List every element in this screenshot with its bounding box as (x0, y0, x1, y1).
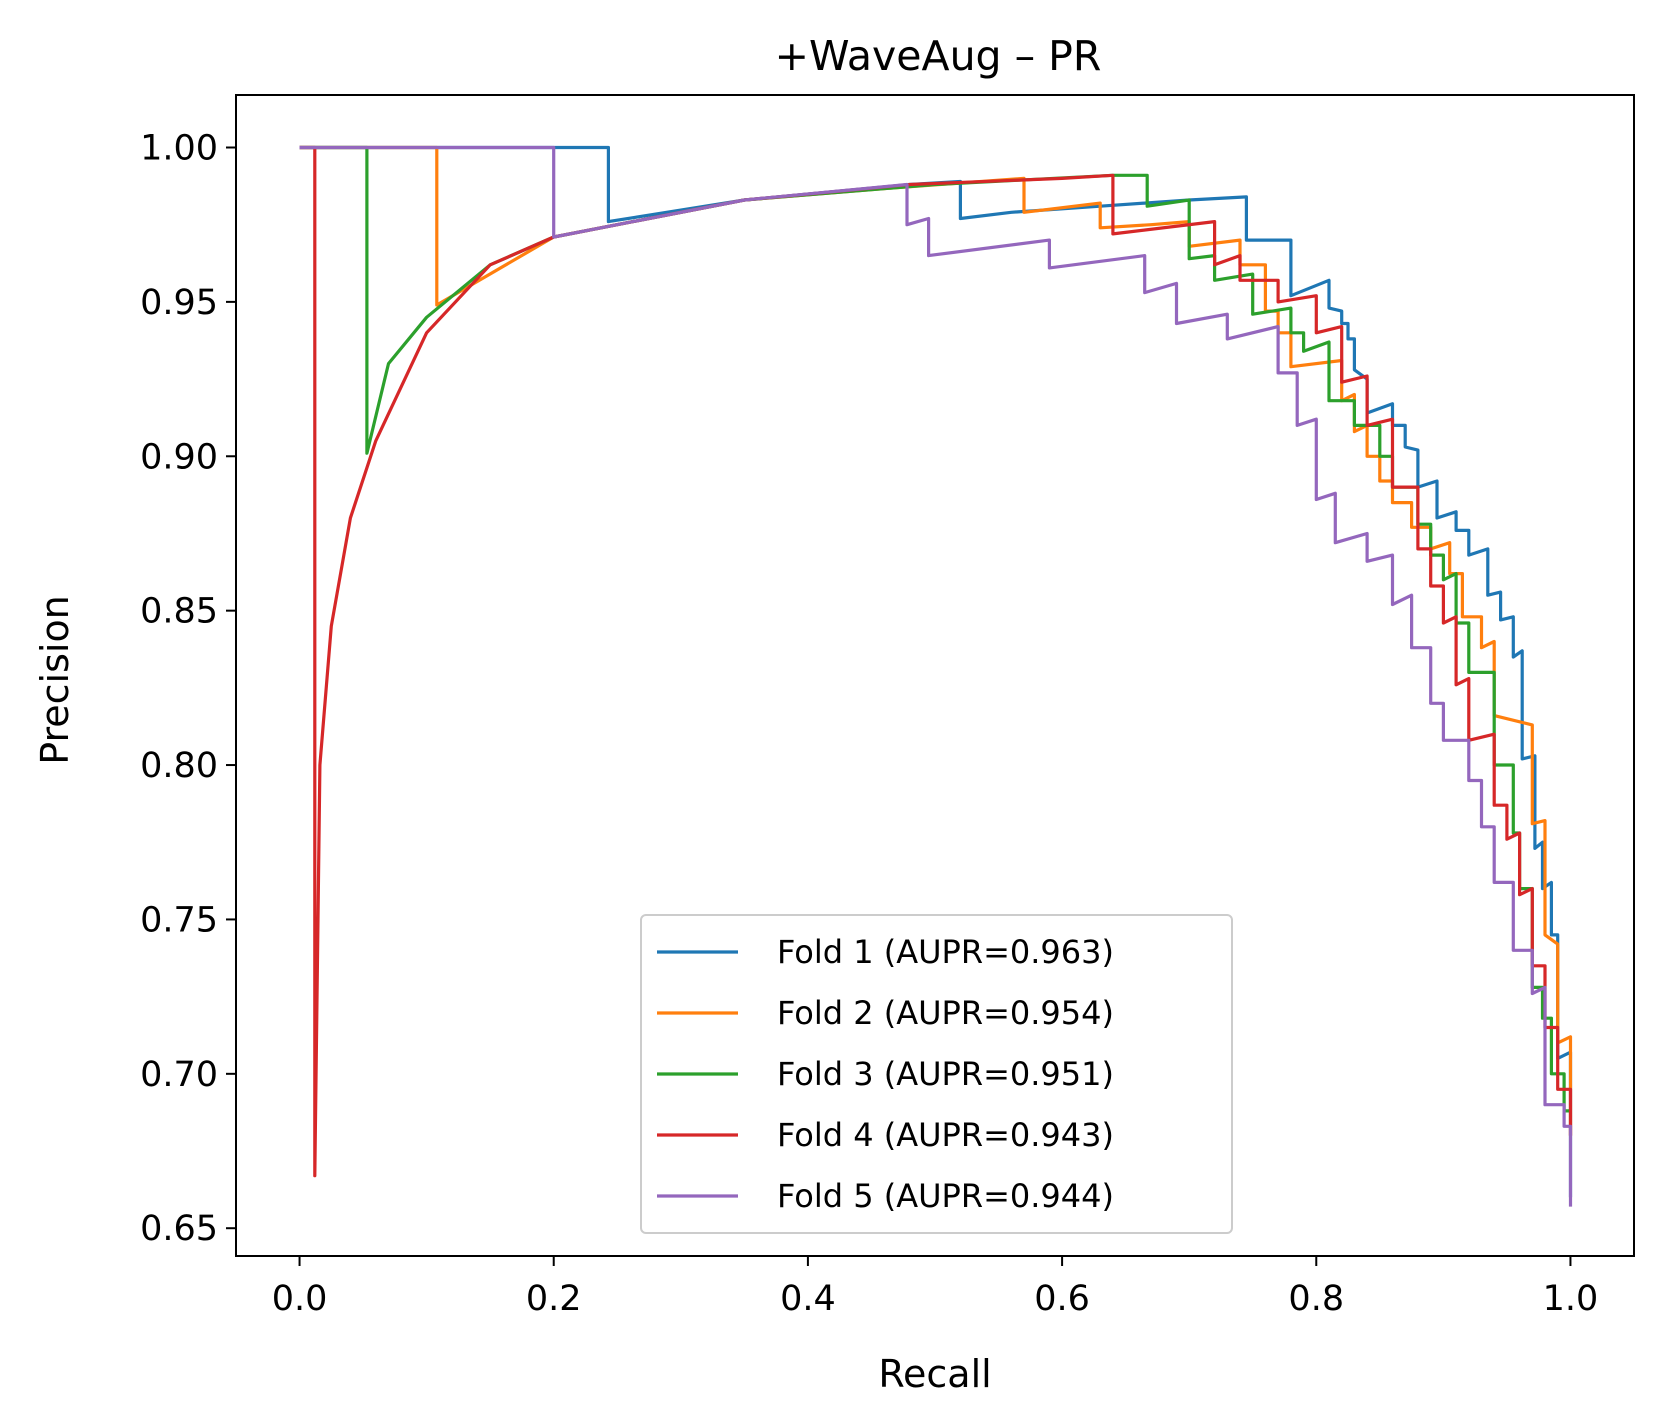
legend-label-fold-5: Fold 5 (AUPR=0.944) (777, 1177, 1114, 1215)
chart-title: +WaveAug – PR (775, 32, 1102, 80)
x-tick-label: 0.6 (1034, 1279, 1090, 1319)
x-axis-ticks: 0.0 0.2 0.4 0.6 0.8 1.0 (272, 1256, 1599, 1319)
y-tick-label: 0.85 (140, 592, 218, 632)
series-layer (299, 145, 1573, 1207)
y-axis-label: Precision (33, 595, 77, 765)
y-tick-label: 1.00 (140, 128, 218, 168)
plot-frame (235, 94, 1635, 1257)
x-axis-label: Recall (878, 1352, 991, 1396)
legend-items: Fold 1 (AUPR=0.963) Fold 2 (AUPR=0.954) Fo… (657, 933, 1114, 1215)
legend-label-fold-3: Fold 3 (AUPR=0.951) (777, 1055, 1114, 1093)
y-tick-label: 0.95 (140, 283, 218, 323)
y-tick-label: 0.65 (140, 1209, 218, 1249)
y-tick-label: 0.75 (140, 900, 218, 940)
y-tick-label: 0.70 (140, 1055, 218, 1095)
x-tick-label: 0.2 (526, 1279, 582, 1319)
legend-label-fold-1: Fold 1 (AUPR=0.963) (777, 933, 1114, 971)
y-axis-ticks: 0.65 0.70 0.75 0.80 0.85 0.90 0.95 1.00 (140, 128, 236, 1249)
legend: Fold 1 (AUPR=0.963) Fold 2 (AUPR=0.954) Fo… (640, 914, 1233, 1234)
legend-label-fold-2: Fold 2 (AUPR=0.954) (777, 994, 1114, 1032)
x-tick-label: 0.4 (780, 1279, 836, 1319)
y-tick-label: 0.90 (140, 437, 218, 477)
legend-frame (640, 914, 1233, 1234)
y-tick-label: 0.80 (140, 746, 218, 786)
series-line-fold-4 (299, 145, 1573, 1178)
x-tick-label: 1.0 (1543, 1279, 1599, 1319)
x-tick-label: 0.8 (1288, 1279, 1344, 1319)
x-tick-label: 0.0 (272, 1279, 328, 1319)
series-line-fold-5 (299, 145, 1573, 1207)
legend-label-fold-4: Fold 4 (AUPR=0.943) (777, 1116, 1114, 1154)
